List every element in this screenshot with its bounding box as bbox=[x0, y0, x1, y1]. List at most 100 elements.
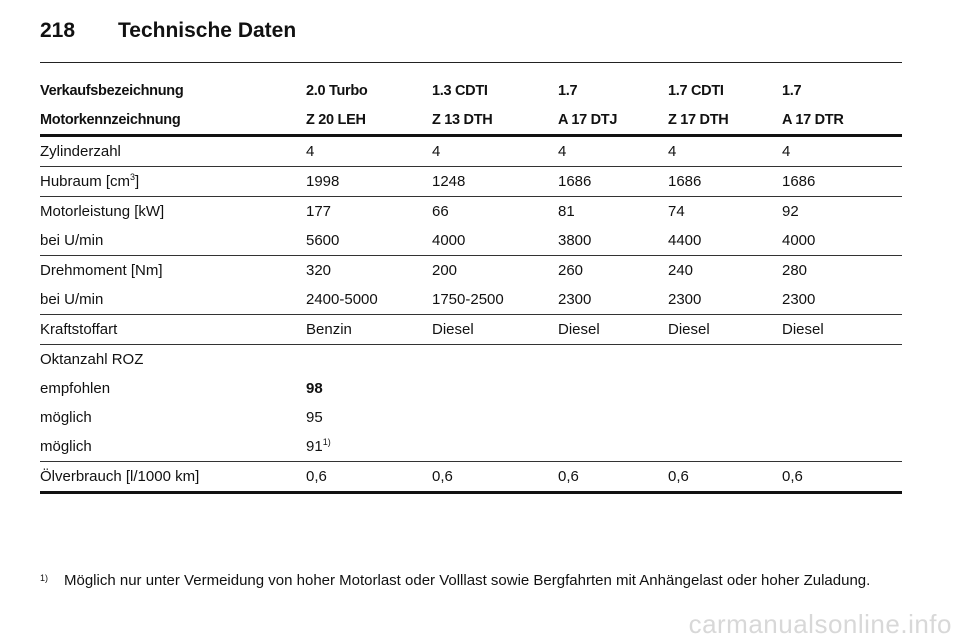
table-cell: Z 17 DTH bbox=[668, 112, 729, 128]
table-cell: Ölverbrauch [l/1000 km] bbox=[40, 468, 200, 485]
table-cell: Benzin bbox=[306, 321, 352, 338]
table-cell: Drehmoment [Nm] bbox=[40, 262, 163, 279]
table-cell: 911) bbox=[306, 438, 331, 456]
table-cell: Diesel bbox=[782, 321, 824, 338]
table-cell: 260 bbox=[558, 262, 584, 279]
table-cell: Kraftstoffart bbox=[40, 321, 118, 338]
table-row: Ölverbrauch [l/1000 km] 0,6 0,6 0,6 0,6 … bbox=[40, 462, 902, 491]
footnote-text: Möglich nur unter Vermeidung von hoher M… bbox=[64, 572, 871, 589]
table-cell: 1750-2500 bbox=[432, 291, 504, 308]
table-cell: 2300 bbox=[668, 291, 702, 308]
table-cell: 1998 bbox=[306, 173, 340, 190]
table-cell: Verkaufsbezeichnung bbox=[40, 83, 184, 99]
table-cell: 1.3 CDTI bbox=[432, 83, 488, 99]
page-header: 218 Technische Daten bbox=[40, 19, 296, 43]
table-cell: Motorleistung [kW] bbox=[40, 203, 165, 220]
table-cell: 4 bbox=[782, 143, 791, 160]
table-cell: 98 bbox=[306, 380, 323, 397]
table-cell: 2400-5000 bbox=[306, 291, 378, 308]
table-divider bbox=[40, 166, 902, 167]
footnote-mark: 1) bbox=[40, 573, 49, 583]
table-cell: 1.7 bbox=[782, 83, 802, 99]
table-cell: 5600 bbox=[306, 232, 340, 249]
table-cell: 4 bbox=[668, 143, 677, 160]
table-cell: Diesel bbox=[558, 321, 600, 338]
superscript: 3 bbox=[130, 172, 136, 182]
technical-data-table: Verkaufsbezeichnung 2.0 Turbo 1.3 CDTI 1… bbox=[40, 76, 902, 494]
table-cell: 92 bbox=[782, 203, 799, 220]
table-divider bbox=[40, 134, 902, 137]
table-cell: 177 bbox=[306, 203, 332, 220]
table-cell: 200 bbox=[432, 262, 458, 279]
table-cell: 0,6 bbox=[668, 468, 689, 485]
table-cell: 0,6 bbox=[432, 468, 453, 485]
table-row: bei U/min 2400-5000 1750-2500 2300 2300 … bbox=[40, 285, 902, 314]
table-cell: 4 bbox=[306, 143, 315, 160]
table-cell: 0,6 bbox=[306, 468, 327, 485]
table-cell: 320 bbox=[306, 262, 332, 279]
table-cell: 1.7 bbox=[558, 83, 578, 99]
table-cell: Z 13 DTH bbox=[432, 112, 493, 128]
table-cell: 4 bbox=[558, 143, 567, 160]
table-cell: A 17 DTR bbox=[782, 112, 844, 128]
table-header-row: Verkaufsbezeichnung 2.0 Turbo 1.3 CDTI 1… bbox=[40, 76, 902, 105]
table-cell: 4400 bbox=[668, 232, 702, 249]
table-cell: Diesel bbox=[432, 321, 474, 338]
table-cell: bei U/min bbox=[40, 232, 104, 249]
table-row: Drehmoment [Nm] 320 200 260 240 280 bbox=[40, 256, 902, 285]
table-cell: 2300 bbox=[782, 291, 816, 308]
table-cell: A 17 DTJ bbox=[558, 112, 618, 128]
watermark: carmanualsonline.info bbox=[688, 609, 952, 639]
table-row: Oktanzahl ROZ bbox=[40, 345, 902, 374]
table-cell: Z 20 LEH bbox=[306, 112, 366, 128]
table-row: Motorleistung [kW] 177 66 81 74 92 bbox=[40, 197, 902, 226]
table-row: bei U/min 5600 4000 3800 4400 4000 bbox=[40, 226, 902, 255]
table-row: möglich 911) bbox=[40, 432, 902, 461]
page-title: Technische Daten bbox=[118, 19, 297, 42]
table-cell: 4000 bbox=[432, 232, 466, 249]
table-bottom-rule bbox=[40, 491, 902, 494]
table-cell: Zylinderzahl bbox=[40, 143, 121, 160]
table-cell: möglich bbox=[40, 409, 92, 426]
page-number: 218 bbox=[40, 19, 76, 42]
table-row: Kraftstoffart Benzin Diesel Diesel Diese… bbox=[40, 315, 902, 344]
octane-value: 91 bbox=[306, 438, 323, 455]
table-row: Zylinderzahl 4 4 4 4 4 bbox=[40, 137, 902, 166]
table-divider bbox=[40, 344, 902, 345]
table-cell: 1686 bbox=[782, 173, 816, 190]
table-cell: Hubraum [cm3] bbox=[40, 173, 139, 191]
table-cell: 1686 bbox=[668, 173, 702, 190]
table-cell: Diesel bbox=[668, 321, 710, 338]
table-cell: Oktanzahl ROZ bbox=[40, 351, 144, 368]
table-cell: 280 bbox=[782, 262, 808, 279]
table-cell: 0,6 bbox=[558, 468, 579, 485]
table-cell: 4000 bbox=[782, 232, 816, 249]
table-cell: 1686 bbox=[558, 173, 592, 190]
table-cell: empfohlen bbox=[40, 380, 111, 397]
table-cell: bei U/min bbox=[40, 291, 104, 308]
table-cell: möglich bbox=[40, 438, 92, 455]
table-cell: 1.7 CDTI bbox=[668, 83, 724, 99]
table-divider bbox=[40, 461, 902, 462]
table-divider bbox=[40, 255, 902, 256]
table-cell: 0,6 bbox=[782, 468, 803, 485]
table-cell: 81 bbox=[558, 203, 575, 220]
table-cell: 95 bbox=[306, 409, 323, 426]
table-cell: 240 bbox=[668, 262, 694, 279]
table-cell: 1248 bbox=[432, 173, 466, 190]
table-cell: 4 bbox=[432, 143, 441, 160]
table-divider bbox=[40, 314, 902, 315]
table-divider bbox=[40, 196, 902, 197]
table-cell: 2300 bbox=[558, 291, 592, 308]
table-cell: 66 bbox=[432, 203, 449, 220]
table-row: Hubraum [cm3] 1998 1248 1686 1686 1686 bbox=[40, 167, 902, 196]
table-cell: 74 bbox=[668, 203, 685, 220]
table-header-row: Motorkennzeichnung Z 20 LEH Z 13 DTH A 1… bbox=[40, 105, 902, 134]
hubraum-label-end: ] bbox=[135, 173, 140, 190]
table-row: empfohlen 98 bbox=[40, 374, 902, 403]
footnote-reference: 1) bbox=[322, 437, 331, 447]
header-rule bbox=[40, 62, 902, 63]
table-cell: 3800 bbox=[558, 232, 592, 249]
table-row: möglich 95 bbox=[40, 403, 902, 432]
table-cell: 2.0 Turbo bbox=[306, 83, 368, 99]
